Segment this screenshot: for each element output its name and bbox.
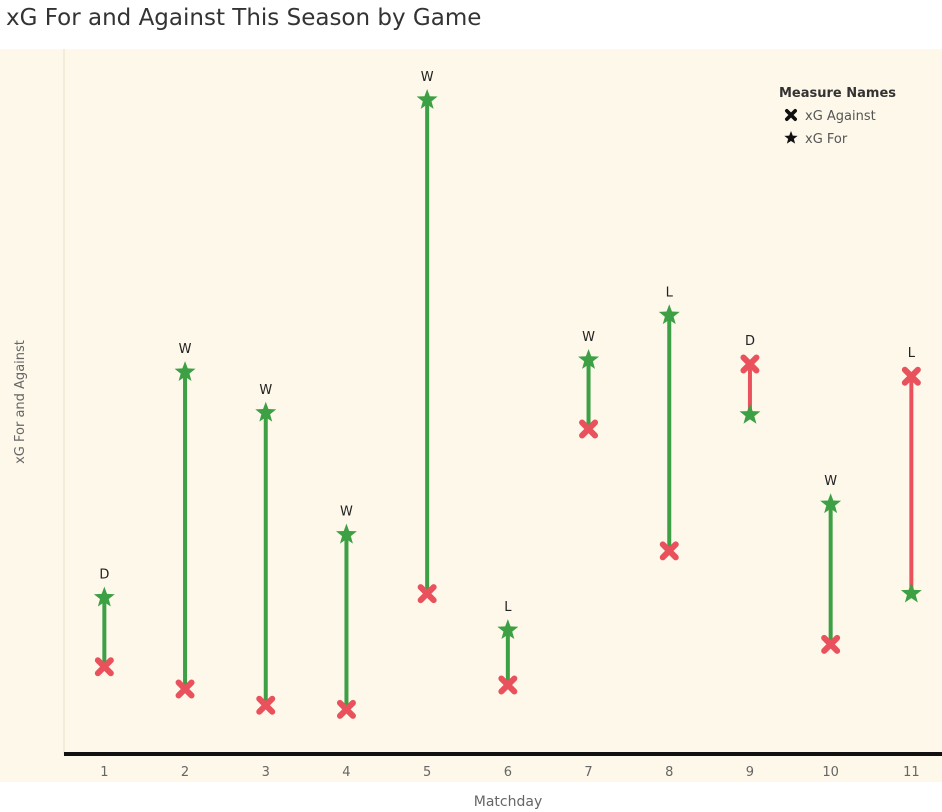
xg-against-marker bbox=[336, 699, 356, 719]
x-tick-label: 5 bbox=[423, 765, 431, 780]
x-axis-band bbox=[0, 754, 942, 782]
legend-cross-icon bbox=[785, 109, 797, 121]
legend-entry: xG For bbox=[784, 131, 848, 147]
legend-entry: xG Against bbox=[785, 109, 876, 124]
x-tick-label: 6 bbox=[504, 765, 512, 780]
result-label: L bbox=[504, 600, 512, 615]
xg-against-marker bbox=[901, 366, 921, 386]
x-tick-label: 10 bbox=[822, 765, 839, 780]
x-axis-label: Matchday bbox=[474, 794, 542, 810]
result-label: W bbox=[421, 70, 434, 85]
legend-star-icon bbox=[784, 131, 798, 144]
dumbbell-matchday-8: L bbox=[658, 285, 680, 561]
x-tick-label: 4 bbox=[342, 765, 350, 780]
xg-for-marker bbox=[255, 401, 277, 422]
y-axis-label: xG For and Against bbox=[13, 340, 28, 464]
dumbbell-matchday-7: W bbox=[578, 330, 600, 439]
xg-for-marker bbox=[658, 304, 680, 325]
dumbbell-matchday-4: W bbox=[335, 505, 357, 719]
x-tick-label: 3 bbox=[262, 765, 270, 780]
xg-for-marker bbox=[416, 88, 438, 109]
result-label: W bbox=[824, 474, 837, 489]
y-axis-band bbox=[0, 49, 64, 754]
xg-against-marker bbox=[94, 657, 114, 677]
x-tick-label: 8 bbox=[665, 765, 673, 780]
dumbbell-marks: D W W W W L W L D W L bbox=[93, 70, 922, 719]
x-tick-label: 7 bbox=[584, 765, 592, 780]
x-tick-labels: 1 2 3 4 5 6 7 8 9 10 11 bbox=[100, 765, 919, 780]
result-label: W bbox=[582, 330, 595, 345]
dumbbell-matchday-9: D bbox=[739, 334, 761, 424]
x-tick-label: 9 bbox=[746, 765, 754, 780]
xg-for-marker bbox=[900, 582, 922, 603]
dumbbell-matchday-5: W bbox=[416, 70, 438, 604]
xg-for-marker bbox=[739, 403, 761, 424]
xg-for-marker bbox=[93, 586, 115, 607]
x-tick-label: 1 bbox=[100, 765, 108, 780]
xg-against-marker bbox=[498, 675, 518, 695]
dumbbell-matchday-11: L bbox=[900, 346, 922, 603]
xg-for-marker bbox=[174, 361, 196, 382]
xg-against-marker bbox=[579, 419, 599, 439]
legend-entries: xG Against xG For bbox=[784, 109, 876, 147]
xg-against-marker bbox=[659, 541, 679, 561]
xg-against-marker bbox=[740, 354, 760, 374]
legend-title: Measure Names bbox=[779, 86, 896, 101]
xg-for-marker bbox=[335, 523, 357, 544]
xg-against-marker bbox=[256, 695, 276, 715]
result-label: D bbox=[745, 334, 755, 349]
dumbbell-matchday-2: W bbox=[174, 342, 196, 699]
xg-against-marker bbox=[417, 584, 437, 604]
dumbbell-matchday-10: W bbox=[820, 474, 842, 654]
xg-against-marker bbox=[821, 634, 841, 654]
xg-against-marker bbox=[175, 679, 195, 699]
x-tick-label: 11 bbox=[903, 765, 920, 780]
xg-for-marker bbox=[820, 493, 842, 514]
xg-for-marker bbox=[497, 619, 519, 640]
xg-for-marker bbox=[578, 348, 600, 369]
dumbbell-matchday-3: W bbox=[255, 383, 277, 715]
result-label: D bbox=[99, 568, 109, 583]
x-tick-label: 2 bbox=[181, 765, 189, 780]
dumbbell-matchday-1: D bbox=[93, 568, 115, 677]
result-label: W bbox=[259, 383, 272, 398]
plot-background bbox=[0, 49, 942, 754]
result-label: L bbox=[666, 285, 674, 300]
page-title: xG For and Against This Season by Game bbox=[6, 5, 482, 31]
legend-entry-label: xG Against bbox=[805, 109, 876, 124]
legend: Measure Names xG Against xG For bbox=[779, 86, 896, 147]
result-label: W bbox=[179, 342, 192, 357]
legend-entry-label: xG For bbox=[805, 132, 848, 147]
result-label: L bbox=[908, 346, 916, 361]
dumbbell-matchday-6: L bbox=[497, 600, 519, 695]
result-label: W bbox=[340, 505, 353, 520]
